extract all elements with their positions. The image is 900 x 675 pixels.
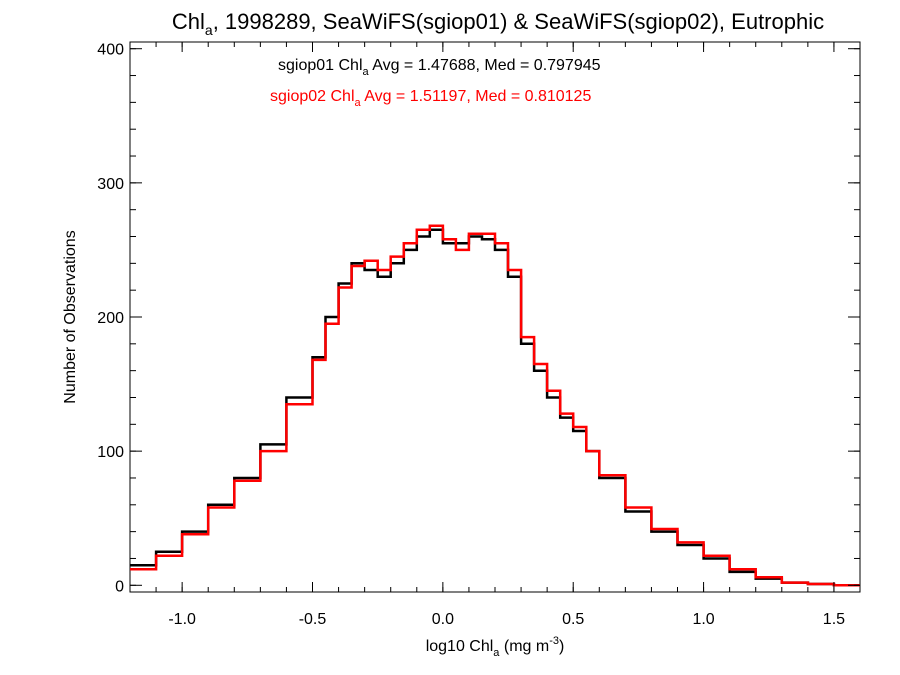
y-tick-label: 400 bbox=[97, 42, 124, 59]
x-tick-label: 1.0 bbox=[692, 611, 714, 628]
y-tick-label: 0 bbox=[115, 578, 124, 595]
x-tick-label: 0.0 bbox=[432, 611, 454, 628]
series-line-sgiop02 bbox=[130, 224, 860, 587]
y-axis-label: Number of Observations bbox=[62, 230, 79, 403]
x-axis-label: log10 Chla (mg m-3) bbox=[426, 635, 565, 659]
x-tick-label: -1.0 bbox=[168, 611, 196, 628]
legend-entry-sgiop02: sgiop02 Chla Avg = 1.51197, Med = 0.8101… bbox=[270, 88, 591, 109]
x-tick-label: -0.5 bbox=[299, 611, 327, 628]
y-tick-label: 100 bbox=[97, 444, 124, 461]
tick-layer: -1.0 -0.5 0.0 0.5 1.0 1.5 0 100 200 300 400 bbox=[97, 42, 861, 628]
x-tick-label: 1.5 bbox=[823, 611, 845, 628]
y-tick-label: 200 bbox=[97, 310, 124, 327]
plot-frame bbox=[129, 41, 861, 593]
legend-entry-sgiop01: sgiop01 Chla Avg = 1.47688, Med = 0.7979… bbox=[278, 57, 601, 78]
x-tick-label: 0.5 bbox=[562, 611, 584, 628]
chart-title: Chla, 1998289, SeaWiFS(sgiop01) & SeaWiF… bbox=[172, 9, 824, 38]
y-tick-label: 300 bbox=[97, 176, 124, 193]
series-line-sgiop01 bbox=[130, 228, 860, 587]
series-layer bbox=[130, 224, 860, 587]
